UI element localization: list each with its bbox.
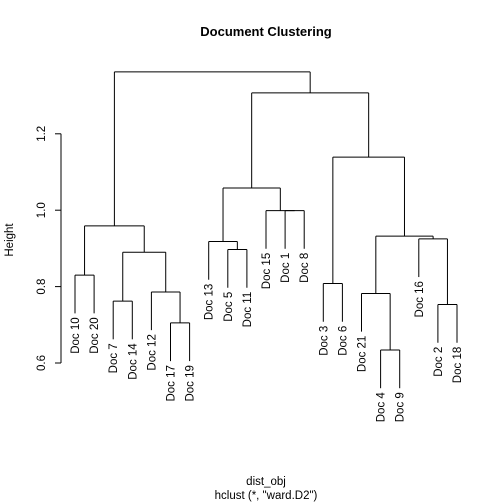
leaf-label: Doc 13 [204,284,216,320]
leaf-label: Doc 17 [166,365,178,401]
dendrogram-links [74,71,458,389]
leaf-label: Doc 5 [223,292,235,322]
x-axis-label: dist_obj [246,476,286,488]
leaf-label: Doc 1 [280,253,292,283]
y-tick-label: 1.0 [36,202,48,218]
leaf-label: Doc 9 [395,392,407,422]
y-axis: 0.6 0.8 1.0 1.2 [36,126,62,371]
y-tick-label: 0.8 [36,279,48,295]
leaf-label: Doc 6 [337,326,349,356]
leaf-label: Doc 16 [414,281,426,317]
leaf-label: Doc 15 [261,253,273,289]
y-tick-label: 0.6 [36,355,48,371]
leaf-label: Doc 10 [70,317,82,353]
leaf-label: Doc 8 [299,253,311,283]
leaf-label: Doc 20 [89,317,101,353]
leaf-label: Doc 14 [127,343,139,380]
leaf-label: Doc 2 [433,347,445,377]
leaf-label: Doc 11 [242,292,254,328]
leaf-label: Doc 18 [452,347,464,383]
leaf-labels: Doc 4 Doc 9 Doc 17 Doc 19 Doc 2 Doc 18 Doc 7 Do… [70,253,464,422]
y-tick-label: 1.2 [36,126,48,142]
leaf-label: Doc 19 [185,365,197,401]
leaf-label: Doc 21 [357,336,369,372]
leaf-label: Doc 4 [376,392,388,423]
leaf-label: Doc 3 [318,326,330,356]
y-axis-label: Height [4,223,16,257]
leaf-label: Doc 12 [146,334,158,370]
method-sublabel: hclust (*, "ward.D2") [215,490,318,502]
chart-title: Document Clustering [200,24,332,39]
leaf-label: Doc 7 [108,343,120,373]
